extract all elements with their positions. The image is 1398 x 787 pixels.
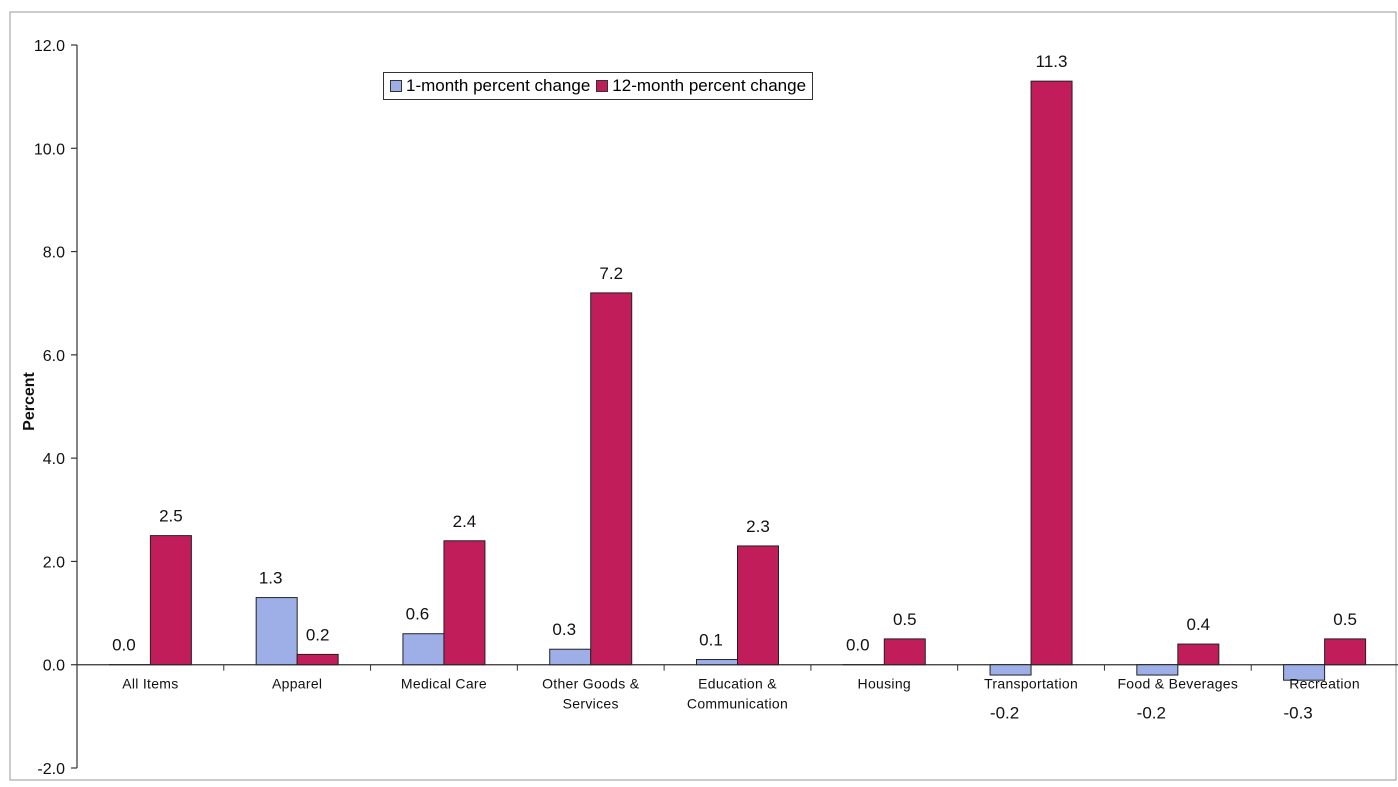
y-tick-label: 8.0 — [43, 245, 65, 262]
x-tick-label: Food & Beverages — [1117, 676, 1238, 692]
legend-label-one-month: 1-month percent change — [406, 76, 590, 96]
x-tick-label: Other Goods & — [542, 676, 640, 692]
legend: 1-month percent change 12-month percent … — [383, 72, 813, 100]
bar-twelve-month — [738, 546, 779, 665]
y-tick-label: 2.0 — [43, 554, 65, 571]
x-tick-label: Education & — [698, 676, 777, 692]
data-label-one-month: 1.3 — [259, 569, 283, 588]
bar-twelve-month — [1031, 81, 1072, 665]
bar-twelve-month — [444, 541, 485, 665]
legend-label-twelve-month: 12-month percent change — [612, 76, 806, 96]
y-tick-label: 4.0 — [43, 451, 65, 468]
bar-one-month — [256, 598, 297, 665]
data-label-one-month: 0.1 — [699, 631, 723, 650]
data-label-one-month: 0.0 — [846, 636, 870, 655]
data-label-one-month: -0.2 — [990, 704, 1019, 723]
x-tick-label: Housing — [858, 676, 911, 692]
data-label-one-month: 0.6 — [406, 605, 430, 624]
bar-one-month — [403, 634, 444, 665]
y-tick-label: 12.0 — [34, 38, 65, 55]
data-label-twelve-month: 0.5 — [1333, 610, 1357, 629]
y-axis-title: Percent — [21, 371, 38, 430]
bar-twelve-month — [150, 536, 191, 665]
y-tick-label: 10.0 — [34, 141, 65, 158]
y-tick-label: 0.0 — [43, 658, 65, 675]
data-label-twelve-month: 0.5 — [893, 610, 917, 629]
bar-one-month — [697, 660, 738, 665]
bar-one-month — [990, 665, 1031, 675]
data-label-twelve-month: 2.3 — [746, 517, 770, 536]
bar-twelve-month — [297, 654, 338, 664]
data-label-twelve-month: 7.2 — [599, 264, 623, 283]
x-tick-label: Communication — [687, 696, 788, 712]
x-tick-label: Medical Care — [401, 676, 487, 692]
legend-swatch-twelve-month — [596, 80, 608, 92]
legend-swatch-one-month — [390, 80, 402, 92]
data-label-twelve-month: 2.4 — [453, 512, 477, 531]
x-tick-label: Apparel — [272, 676, 322, 692]
x-tick-label: All Items — [122, 676, 178, 692]
bar-twelve-month — [591, 293, 632, 665]
x-tick-label: Transportation — [984, 676, 1078, 692]
data-label-twelve-month: 11.3 — [1036, 52, 1068, 71]
data-label-one-month: 0.0 — [112, 636, 136, 655]
data-label-twelve-month: 0.4 — [1187, 615, 1211, 634]
y-tick-label: 6.0 — [43, 348, 65, 365]
data-label-one-month: -0.2 — [1137, 704, 1166, 723]
bar-twelve-month — [1178, 644, 1219, 665]
data-label-twelve-month: 2.5 — [159, 507, 183, 526]
data-label-one-month: -0.3 — [1283, 704, 1312, 723]
y-tick-label: -2.0 — [37, 761, 65, 778]
legend-item-twelve-month: 12-month percent change — [596, 76, 806, 96]
bar-twelve-month — [1325, 639, 1366, 665]
data-label-one-month: 0.3 — [552, 620, 576, 639]
x-tick-label: Services — [563, 696, 619, 712]
x-tick-label: Recreation — [1289, 676, 1360, 692]
bar-twelve-month — [884, 639, 925, 665]
data-label-twelve-month: 0.2 — [306, 625, 330, 644]
legend-item-one-month: 1-month percent change — [390, 76, 590, 96]
bar-one-month — [1137, 665, 1178, 675]
bar-one-month — [550, 649, 591, 664]
